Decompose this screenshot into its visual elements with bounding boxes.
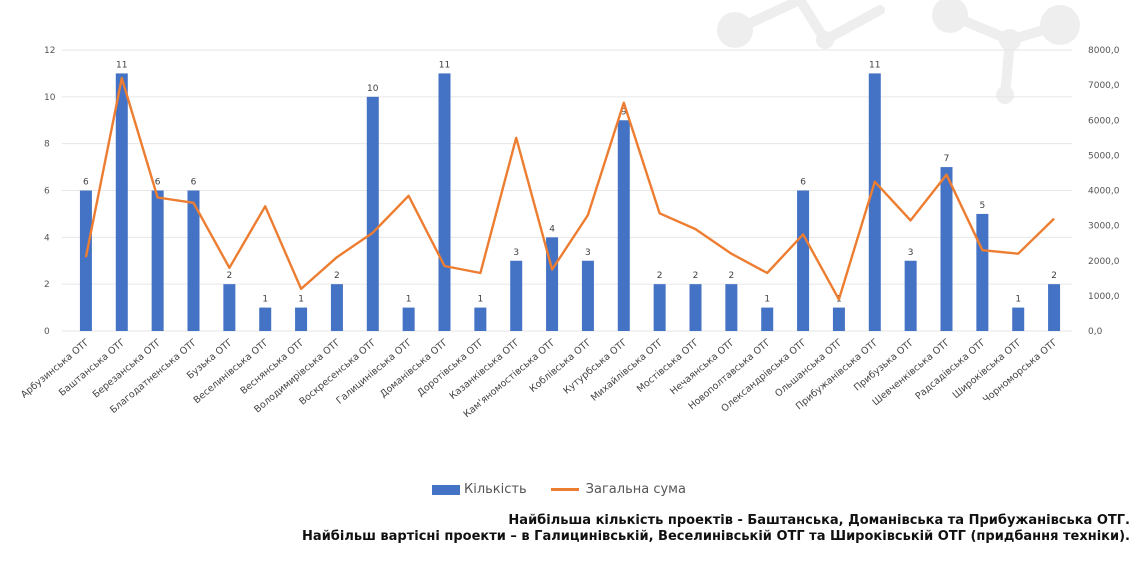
bar [1012, 307, 1025, 331]
bar-data-label: 1 [298, 295, 304, 305]
bar [832, 307, 845, 331]
bar-data-label: 7 [944, 154, 950, 164]
bar [295, 307, 308, 331]
y-right-tick-label: 1000,0 [1088, 292, 1120, 302]
bar [79, 190, 92, 331]
y-left-tick-label: 4 [44, 233, 50, 243]
bar-data-label: 1 [764, 295, 770, 305]
bar-data-label: 1 [477, 295, 483, 305]
bar-data-label: 6 [155, 178, 161, 188]
bar [940, 167, 953, 331]
y-axis-left: 0 2 4 6 8 10 12 [44, 46, 56, 337]
bar [223, 284, 236, 331]
bar-data-label: 9 [621, 107, 627, 117]
bar [402, 307, 415, 331]
bar-data-label: 11 [869, 60, 880, 70]
legend-label-kilkist: Кількість [464, 482, 527, 497]
bar-data-label: 4 [549, 224, 555, 234]
bar [976, 213, 989, 331]
bar-data-label: 1 [406, 295, 412, 305]
bar-data-label: 1 [262, 295, 268, 305]
bar [187, 190, 200, 331]
bar [330, 284, 343, 331]
line-series-path [84, 76, 1055, 301]
y-right-tick-label: 6000,0 [1088, 116, 1120, 126]
bar [1048, 284, 1061, 331]
bar [510, 260, 523, 331]
bar-data-label: 2 [657, 271, 663, 281]
caption-line-1: Найбільша кількість проектів - Баштанськ… [508, 513, 1130, 528]
bar-data-label: 11 [439, 60, 450, 70]
y-right-tick-label: 0,0 [1088, 327, 1103, 337]
bar [438, 73, 451, 332]
bar-data-label: 2 [728, 271, 734, 281]
y-left-tick-label: 0 [44, 327, 50, 337]
bar-data-label: 5 [979, 201, 985, 211]
summary-captions: Найбільша кількість проектів - Баштанськ… [0, 513, 1130, 545]
x-category-label: Коблівська ОТГ [528, 337, 594, 395]
bar-data-label: 2 [693, 271, 699, 281]
x-category-label: Кутурбська ОТГ [561, 337, 629, 397]
bar [689, 284, 702, 331]
x-category-label: Прибузька ОТГ [852, 337, 917, 394]
grid-lines [62, 49, 1072, 332]
bar [151, 190, 164, 331]
y-right-tick-label: 8000,0 [1088, 46, 1120, 56]
bar-data-label: 3 [908, 248, 914, 258]
bar-series [79, 73, 1061, 332]
bar-data-label: 3 [513, 248, 519, 258]
bar [761, 307, 774, 331]
y-right-tick-label: 5000,0 [1088, 151, 1120, 161]
y-left-tick-label: 12 [44, 46, 55, 56]
x-category-label: Веснянська ОТГ [238, 337, 307, 397]
y-right-tick-label: 4000,0 [1088, 187, 1120, 197]
bar-data-label: 3 [585, 248, 591, 258]
legend-label-suma: Загальна сума [585, 482, 686, 497]
bar-data-label: 2 [334, 271, 340, 281]
bar [474, 307, 487, 331]
bar [725, 284, 738, 331]
bar-data-label: 10 [367, 84, 379, 94]
bar-data-label: 6 [83, 178, 89, 188]
legend-bar-swatch [432, 484, 460, 495]
y-right-tick-label: 3000,0 [1088, 222, 1120, 232]
bar-data-label: 1 [1015, 295, 1021, 305]
bar-data-label: 2 [226, 271, 232, 281]
y-left-tick-label: 6 [44, 187, 50, 197]
legend-item-suma: Загальна сума [550, 482, 686, 497]
line-series [84, 76, 1055, 301]
bar [868, 73, 881, 332]
legend-line-swatch [550, 488, 579, 491]
y-left-tick-label: 8 [44, 140, 50, 150]
bar [366, 96, 379, 331]
y-axis-right: 0,0 1000,0 2000,0 3000,0 4000,0 5000,0 6000,0 7… [1088, 46, 1120, 337]
y-left-tick-label: 2 [44, 280, 50, 290]
x-category-label: Нечаянська ОТГ [668, 337, 737, 398]
bar-data-label: 6 [191, 178, 197, 188]
caption-line-2: Найбільш вартісні проекти – в Галицинівс… [302, 529, 1130, 544]
bar [581, 260, 594, 331]
bar [617, 120, 630, 331]
bar-data-label: 11 [116, 60, 127, 70]
y-left-tick-label: 10 [44, 93, 56, 103]
bar [259, 307, 272, 331]
bar-data-label: 6 [800, 178, 806, 188]
bar [115, 73, 128, 332]
bar [653, 284, 666, 331]
bar [797, 190, 810, 331]
y-right-tick-label: 7000,0 [1088, 81, 1120, 91]
x-category-label: Мостівська ОТГ [635, 337, 702, 395]
x-category-label: Арбузинська ОТГ [19, 337, 92, 401]
legend-item-kilkist: Кількість [432, 482, 527, 497]
bar [904, 260, 917, 331]
y-right-tick-label: 2000,0 [1088, 257, 1120, 267]
chart-legend: Кількість Загальна сума [432, 482, 686, 497]
bar-data-label: 2 [1051, 271, 1057, 281]
